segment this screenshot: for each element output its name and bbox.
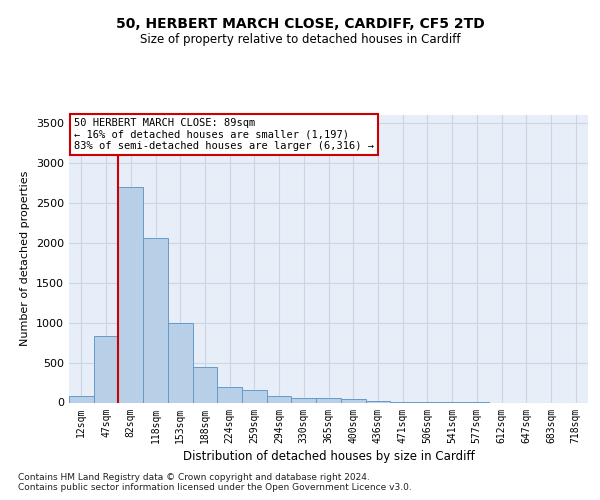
Text: Size of property relative to detached houses in Cardiff: Size of property relative to detached ho… (140, 32, 460, 46)
X-axis label: Distribution of detached houses by size in Cardiff: Distribution of detached houses by size … (182, 450, 475, 462)
Bar (341, 400, 365, 402)
Bar (365, 400, 390, 402)
Bar (267, 396, 292, 402)
Text: 50, HERBERT MARCH CLOSE, CARDIFF, CF5 2TD: 50, HERBERT MARCH CLOSE, CARDIFF, CF5 2T… (116, 18, 484, 32)
Bar (69, 396, 94, 402)
Bar (316, 398, 341, 402)
Bar (242, 390, 267, 402)
Bar (143, 238, 168, 402)
Bar (94, 336, 118, 402)
Bar (118, 187, 143, 402)
Bar (168, 322, 193, 402)
Text: 50 HERBERT MARCH CLOSE: 89sqm
← 16% of detached houses are smaller (1,197)
83% o: 50 HERBERT MARCH CLOSE: 89sqm ← 16% of d… (74, 118, 374, 151)
Bar (292, 398, 316, 402)
Text: Contains HM Land Registry data © Crown copyright and database right 2024.
Contai: Contains HM Land Registry data © Crown c… (18, 473, 412, 492)
Bar (217, 386, 242, 402)
Bar (193, 366, 217, 402)
Y-axis label: Number of detached properties: Number of detached properties (20, 171, 31, 346)
